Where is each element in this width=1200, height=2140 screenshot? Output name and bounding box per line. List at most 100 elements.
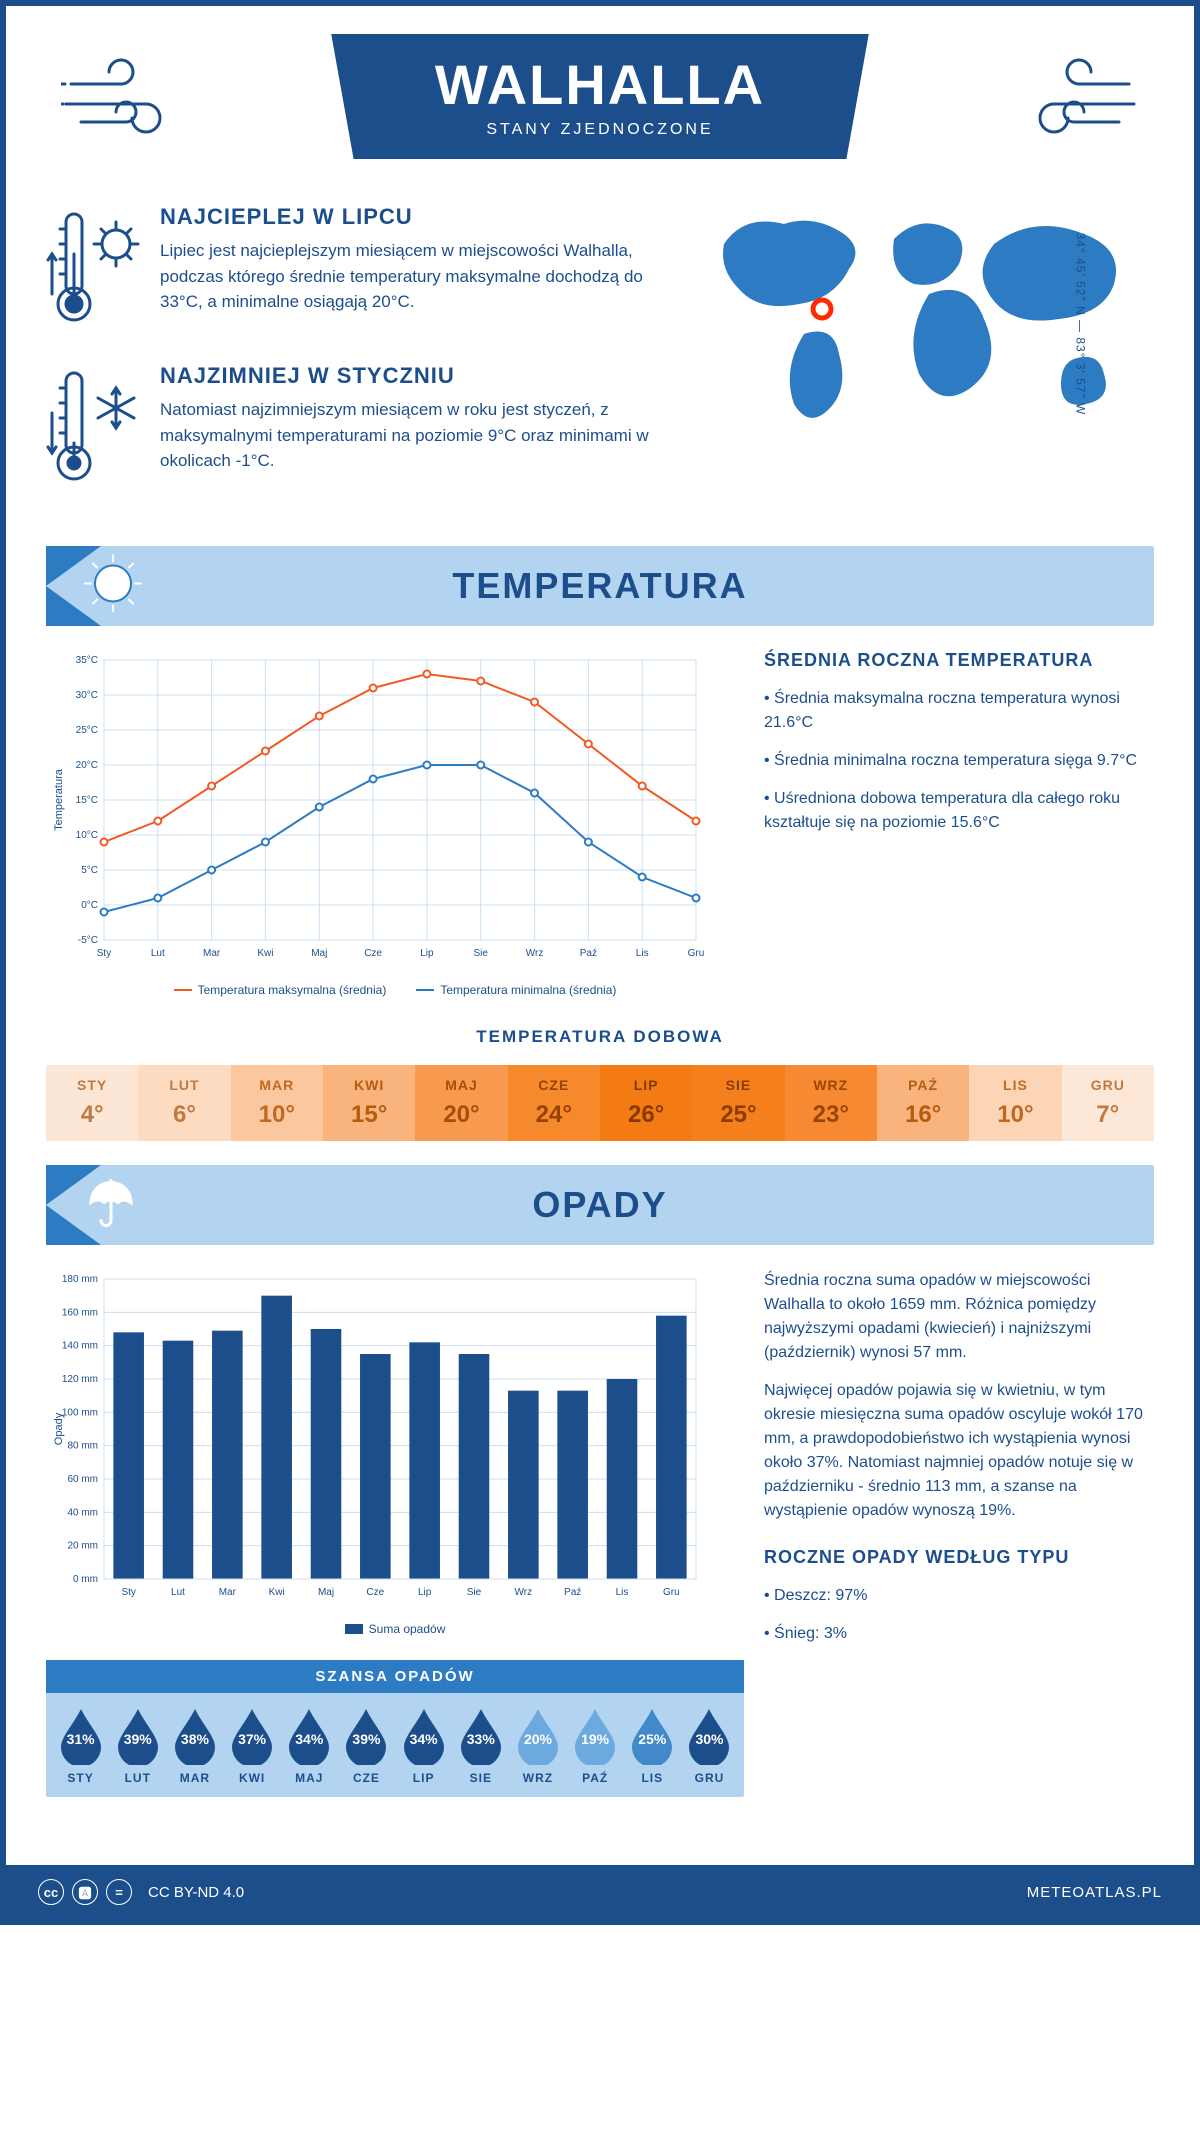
hottest-title: NAJCIEPLEJ W LIPCU bbox=[160, 204, 684, 230]
svg-text:180 mm: 180 mm bbox=[62, 1274, 98, 1285]
precip-type-title: ROCZNE OPADY WEDŁUG TYPU bbox=[764, 1547, 1154, 1568]
temperature-section-header: TEMPERATURA bbox=[46, 546, 1154, 626]
raindrop-icon: 33% bbox=[457, 1707, 505, 1765]
svg-text:Kwi: Kwi bbox=[257, 948, 273, 959]
daily-cell: KWI15° bbox=[323, 1065, 415, 1141]
precipitation-band-title: OPADY bbox=[532, 1184, 667, 1226]
svg-text:40 mm: 40 mm bbox=[67, 1507, 98, 1518]
svg-text:Maj: Maj bbox=[318, 1587, 334, 1598]
svg-text:Sty: Sty bbox=[97, 948, 111, 959]
temp-summary-1: • Średnia maksymalna roczna temperatura … bbox=[764, 687, 1154, 735]
raindrop-icon: 30% bbox=[685, 1707, 733, 1765]
svg-text:20°C: 20°C bbox=[76, 760, 98, 771]
drop-cell: 31%STY bbox=[52, 1707, 109, 1785]
svg-text:Cze: Cze bbox=[364, 948, 382, 959]
svg-text:Temperatura: Temperatura bbox=[53, 768, 65, 831]
raindrop-icon: 20% bbox=[514, 1707, 562, 1765]
drop-cell: 39%CZE bbox=[338, 1707, 395, 1785]
precipitation-chance-panel: SZANSA OPADÓW 31%STY 39%LUT 38%MAR 37%KW… bbox=[46, 1660, 744, 1797]
footer: cc 🅰 = CC BY-ND 4.0 METEOATLAS.PL bbox=[6, 1865, 1194, 1919]
temp-summary-2: • Średnia minimalna roczna temperatura s… bbox=[764, 749, 1154, 773]
daily-cell: MAJ20° bbox=[415, 1065, 507, 1141]
svg-text:Sty: Sty bbox=[121, 1587, 135, 1598]
svg-text:Paź: Paź bbox=[580, 948, 597, 959]
thermometer-snow-icon bbox=[46, 363, 146, 498]
daily-cell: PAŹ16° bbox=[877, 1065, 969, 1141]
svg-text:35°C: 35°C bbox=[76, 655, 98, 666]
svg-text:Lip: Lip bbox=[418, 1587, 432, 1598]
svg-text:-5°C: -5°C bbox=[78, 935, 98, 946]
daily-cell: WRZ23° bbox=[785, 1065, 877, 1141]
page-subtitle: STANY ZJEDNOCZONE bbox=[320, 121, 880, 139]
svg-text:Cze: Cze bbox=[366, 1587, 384, 1598]
nd-icon: = bbox=[106, 1879, 132, 1905]
coldest-month-card: NAJZIMNIEJ W STYCZNIU Natomiast najzimni… bbox=[46, 363, 684, 498]
svg-text:60 mm: 60 mm bbox=[67, 1474, 98, 1485]
svg-text:Lis: Lis bbox=[616, 1587, 629, 1598]
daily-cell: LIP26° bbox=[600, 1065, 692, 1141]
raindrop-icon: 19% bbox=[571, 1707, 619, 1765]
drop-cell: 33%SIE bbox=[452, 1707, 509, 1785]
svg-text:160 mm: 160 mm bbox=[62, 1307, 98, 1318]
drop-cell: 19%PAŹ bbox=[567, 1707, 624, 1785]
temperature-chart: -5°C0°C5°C10°C15°C20°C25°C30°C35°CStyLut… bbox=[46, 650, 744, 997]
legend-min: Temperatura minimalna (średnia) bbox=[416, 983, 616, 997]
svg-text:Wrz: Wrz bbox=[515, 1587, 533, 1598]
raindrop-icon: 38% bbox=[171, 1707, 219, 1765]
umbrella-icon bbox=[81, 1173, 141, 1238]
temperature-band-title: TEMPERATURA bbox=[452, 565, 747, 607]
temp-summary-title: ŚREDNIA ROCZNA TEMPERATURA bbox=[764, 650, 1154, 671]
coldest-body: Natomiast najzimniejszym miesiącem w rok… bbox=[160, 397, 684, 474]
drop-cell: 30%GRU bbox=[681, 1707, 738, 1785]
svg-text:Paź: Paź bbox=[564, 1587, 581, 1598]
svg-text:Lis: Lis bbox=[636, 948, 649, 959]
raindrop-icon: 25% bbox=[628, 1707, 676, 1765]
daily-cell: STY4° bbox=[46, 1065, 138, 1141]
location-marker-icon bbox=[813, 300, 831, 318]
daily-cell: CZE24° bbox=[508, 1065, 600, 1141]
drop-cell: 34%MAJ bbox=[281, 1707, 338, 1785]
svg-text:Lut: Lut bbox=[151, 948, 165, 959]
temp-summary-3: • Uśredniona dobowa temperatura dla całe… bbox=[764, 787, 1154, 835]
coordinates-label: 34° 45' 52" N — 83° 3' 57" W bbox=[1074, 233, 1088, 416]
wind-icon-right bbox=[999, 44, 1139, 154]
svg-text:Lut: Lut bbox=[171, 1587, 185, 1598]
drops-title: SZANSA OPADÓW bbox=[46, 1660, 744, 1693]
precipitation-section-header: OPADY bbox=[46, 1165, 1154, 1245]
legend-precip: Suma opadów bbox=[345, 1622, 446, 1636]
raindrop-icon: 34% bbox=[400, 1707, 448, 1765]
raindrop-icon: 34% bbox=[285, 1707, 333, 1765]
precipitation-chart: 0 mm20 mm40 mm60 mm80 mm100 mm120 mm140 … bbox=[46, 1269, 744, 1797]
precip-summary-1: Średnia roczna suma opadów w miejscowośc… bbox=[764, 1269, 1154, 1365]
drop-cell: 39%LUT bbox=[109, 1707, 166, 1785]
svg-text:Wrz: Wrz bbox=[526, 948, 544, 959]
svg-text:120 mm: 120 mm bbox=[62, 1374, 98, 1385]
svg-text:25°C: 25°C bbox=[76, 725, 98, 736]
svg-text:30°C: 30°C bbox=[76, 690, 98, 701]
page-title: WALHALLA bbox=[320, 52, 880, 117]
hottest-body: Lipiec jest najcieplejszym miesiącem w m… bbox=[160, 238, 684, 315]
legend-max: Temperatura maksymalna (średnia) bbox=[174, 983, 387, 997]
daily-cell: GRU7° bbox=[1062, 1065, 1154, 1141]
svg-text:80 mm: 80 mm bbox=[67, 1441, 98, 1452]
wind-icon-left bbox=[61, 44, 201, 154]
svg-text:140 mm: 140 mm bbox=[62, 1341, 98, 1352]
svg-text:20 mm: 20 mm bbox=[67, 1541, 98, 1552]
svg-text:15°C: 15°C bbox=[76, 795, 98, 806]
raindrop-icon: 39% bbox=[342, 1707, 390, 1765]
temperature-summary: ŚREDNIA ROCZNA TEMPERATURA • Średnia mak… bbox=[764, 650, 1154, 997]
svg-text:0 mm: 0 mm bbox=[73, 1574, 98, 1585]
svg-text:Sie: Sie bbox=[474, 948, 489, 959]
drop-cell: 37%KWI bbox=[224, 1707, 281, 1785]
daily-cell: SIE25° bbox=[692, 1065, 784, 1141]
svg-text:Maj: Maj bbox=[311, 948, 327, 959]
thermometer-sun-icon bbox=[46, 204, 146, 339]
title-banner: WALHALLA STANY ZJEDNOCZONE bbox=[320, 34, 880, 159]
precip-type-2: • Śnieg: 3% bbox=[764, 1622, 1154, 1646]
precip-summary-2: Najwięcej opadów pojawia się w kwietniu,… bbox=[764, 1379, 1154, 1523]
svg-text:10°C: 10°C bbox=[76, 830, 98, 841]
svg-text:Opady: Opady bbox=[53, 1412, 65, 1445]
daily-title: TEMPERATURA DOBOWA bbox=[46, 1027, 1154, 1047]
license-label: CC BY-ND 4.0 bbox=[148, 1884, 244, 1901]
world-map: 34° 45' 52" N — 83° 3' 57" W bbox=[694, 204, 1154, 522]
